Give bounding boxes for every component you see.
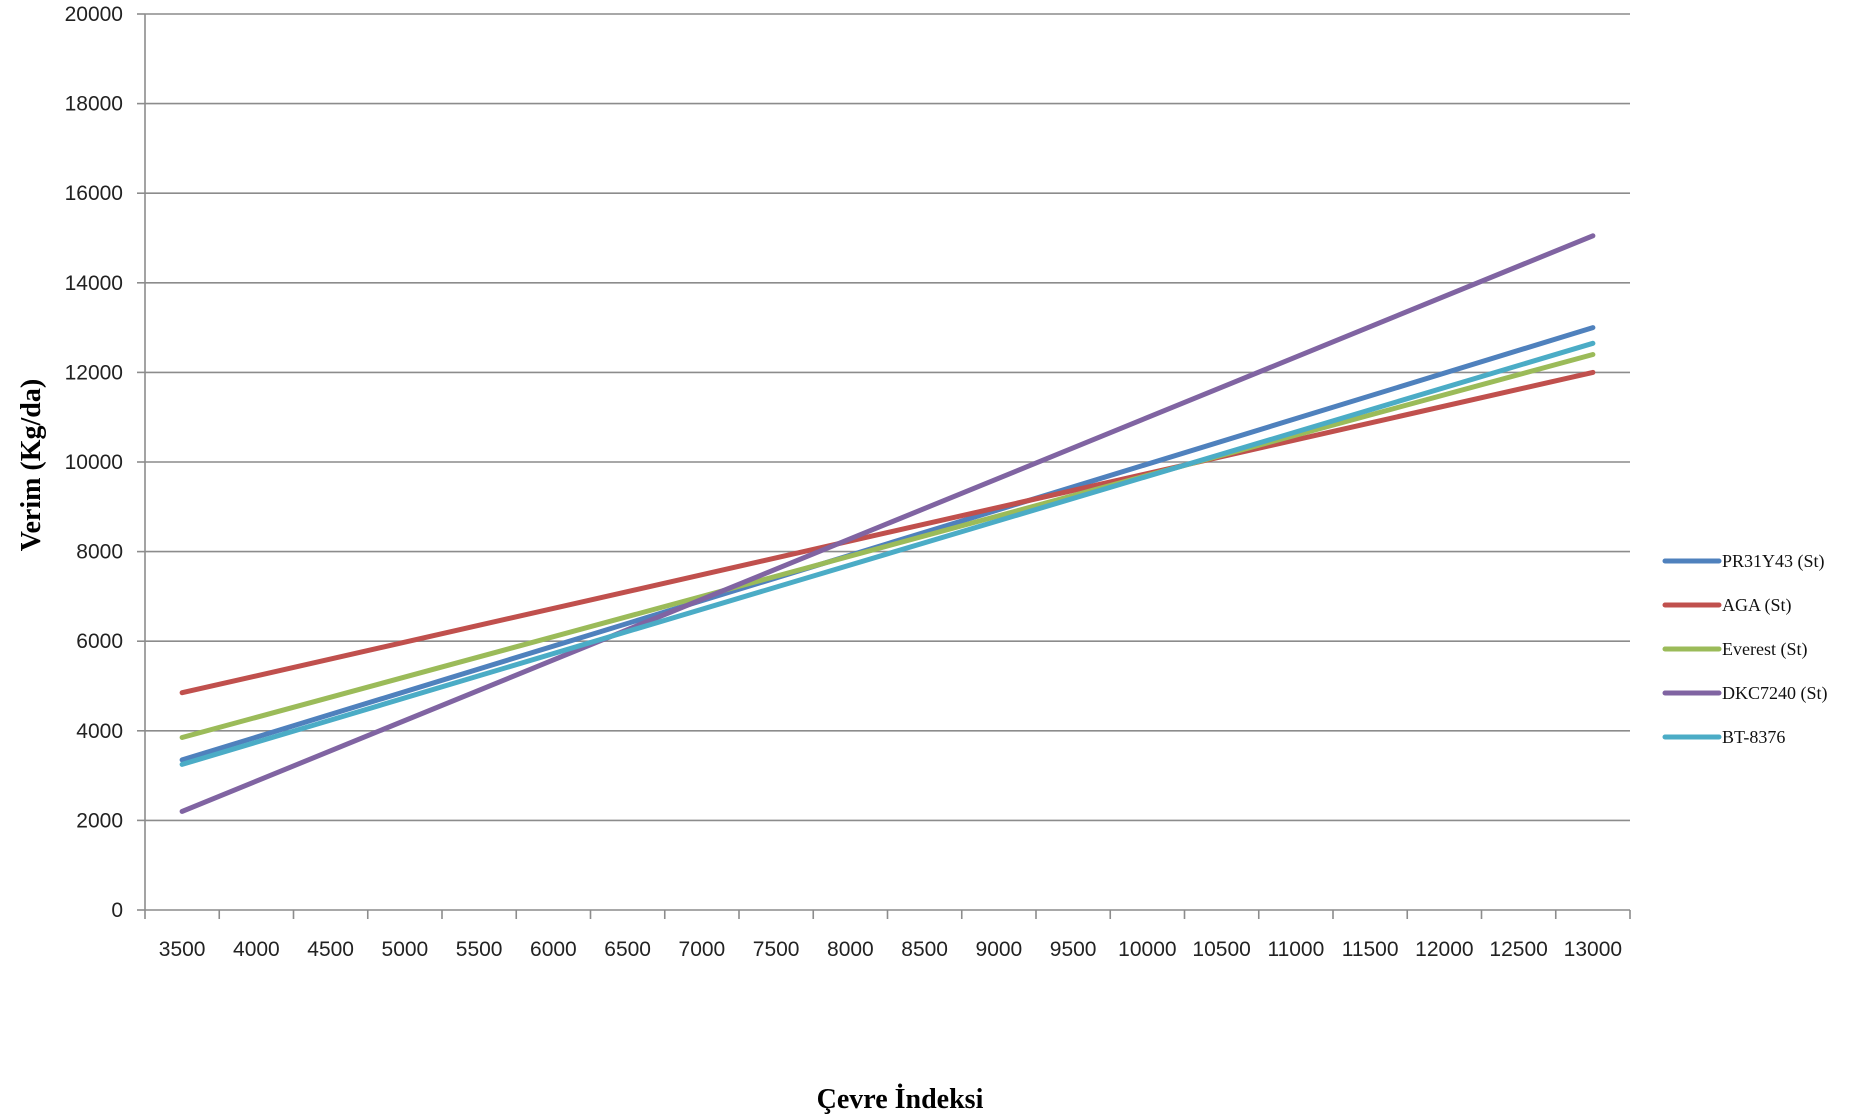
x-tick-label: 7500 bbox=[753, 938, 800, 961]
x-tick-label: 10000 bbox=[1118, 938, 1176, 961]
x-axis-title: Çevre İndeksi bbox=[817, 1084, 984, 1115]
y-tick-label: 2000 bbox=[76, 809, 123, 832]
series-lines bbox=[179, 233, 1596, 814]
x-tick-label: 4000 bbox=[233, 938, 280, 961]
y-tick-label: 0 bbox=[111, 899, 123, 922]
x-tick-label: 6500 bbox=[604, 938, 651, 961]
x-tick-label: 13000 bbox=[1564, 938, 1622, 961]
axes bbox=[137, 13, 1631, 919]
legend: PR31Y43 (St) AGA (St) Everest (St) DKC7240 … bbox=[1662, 551, 1828, 747]
y-tick-label: 10000 bbox=[65, 451, 123, 474]
x-tick-label: 3500 bbox=[159, 938, 206, 961]
x-tick-label: 4500 bbox=[307, 938, 354, 961]
x-tick-label: 9000 bbox=[976, 938, 1023, 961]
series-line-3 bbox=[179, 352, 1596, 740]
x-tick-label: 11500 bbox=[1342, 938, 1399, 961]
y-tick-label: 8000 bbox=[76, 541, 123, 564]
y-tick-label: 16000 bbox=[65, 182, 123, 205]
y-axis-tick-labels: 0 2000 4000 6000 8000 10000 12000 14000 16000 180… bbox=[65, 3, 123, 922]
x-tick-label: 10500 bbox=[1192, 938, 1250, 961]
series-line-4 bbox=[179, 233, 1596, 814]
x-axis-tick-labels: 3500 4000 4500 5000 5500 6000 6500 7000 7500 8000… bbox=[159, 938, 1622, 961]
x-tick-label: 8000 bbox=[827, 938, 874, 961]
y-tick-label: 14000 bbox=[65, 272, 123, 295]
y-tick-label: 4000 bbox=[76, 720, 123, 743]
legend-label: Everest (St) bbox=[1722, 639, 1807, 660]
legend-label: AGA (St) bbox=[1722, 595, 1792, 616]
y-tick-label: 20000 bbox=[65, 3, 123, 26]
gridlines bbox=[145, 13, 1630, 822]
y-tick-label: 6000 bbox=[76, 630, 123, 653]
series-line-5 bbox=[179, 340, 1596, 767]
y-tick-label: 12000 bbox=[65, 361, 123, 384]
x-tick-label: 11000 bbox=[1267, 938, 1324, 961]
legend-label: PR31Y43 (St) bbox=[1722, 551, 1825, 572]
x-tick-label: 5500 bbox=[456, 938, 503, 961]
legend-label: BT-8376 bbox=[1722, 727, 1785, 747]
x-tick-label: 12500 bbox=[1489, 938, 1547, 961]
x-tick-label: 8500 bbox=[901, 938, 948, 961]
legend-label: DKC7240 (St) bbox=[1722, 683, 1828, 704]
y-tick-label: 18000 bbox=[65, 93, 123, 116]
x-tick-label: 9500 bbox=[1050, 938, 1097, 961]
series-line-2 bbox=[179, 369, 1596, 696]
y-axis-title: Verim (Kg/da) bbox=[16, 379, 47, 551]
x-tick-label: 6000 bbox=[530, 938, 577, 961]
x-tick-label: 5000 bbox=[382, 938, 429, 961]
x-tick-label: 12000 bbox=[1415, 938, 1473, 961]
x-tick-label: 7000 bbox=[679, 938, 726, 961]
